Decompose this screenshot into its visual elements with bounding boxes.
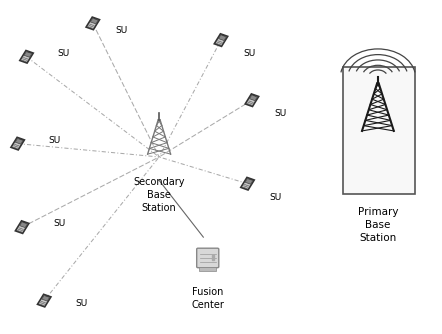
Text: SU: SU (115, 26, 127, 34)
Polygon shape (86, 17, 99, 30)
Text: SU: SU (49, 136, 61, 145)
Polygon shape (11, 137, 24, 150)
Polygon shape (20, 50, 33, 63)
Bar (343, 67, 415, 194)
Polygon shape (249, 178, 252, 180)
Text: SU: SU (57, 49, 70, 58)
Polygon shape (245, 94, 259, 107)
FancyBboxPatch shape (197, 248, 219, 268)
Bar (199, 267, 217, 271)
Polygon shape (19, 138, 22, 140)
Text: SU: SU (270, 193, 282, 201)
Polygon shape (218, 35, 226, 40)
Polygon shape (24, 52, 32, 57)
Text: SU: SU (274, 109, 286, 118)
Text: Fusion
Center: Fusion Center (191, 287, 224, 310)
Polygon shape (249, 95, 257, 101)
Polygon shape (23, 222, 27, 223)
Polygon shape (253, 95, 256, 96)
Polygon shape (15, 221, 29, 233)
Polygon shape (214, 34, 228, 46)
Polygon shape (15, 139, 23, 144)
Text: SU: SU (243, 49, 255, 58)
Polygon shape (245, 179, 253, 184)
Polygon shape (28, 51, 31, 53)
Text: SU: SU (75, 300, 88, 308)
Text: Primary
Base
Station: Primary Base Station (358, 207, 398, 243)
Polygon shape (222, 35, 225, 36)
Polygon shape (38, 294, 51, 307)
Polygon shape (241, 177, 254, 190)
Polygon shape (94, 18, 97, 19)
Polygon shape (90, 18, 98, 24)
Text: Secondary
Base
Station: Secondary Base Station (133, 177, 185, 213)
Text: SU: SU (53, 219, 65, 228)
Polygon shape (19, 222, 27, 227)
Polygon shape (46, 295, 49, 297)
Polygon shape (42, 296, 50, 301)
